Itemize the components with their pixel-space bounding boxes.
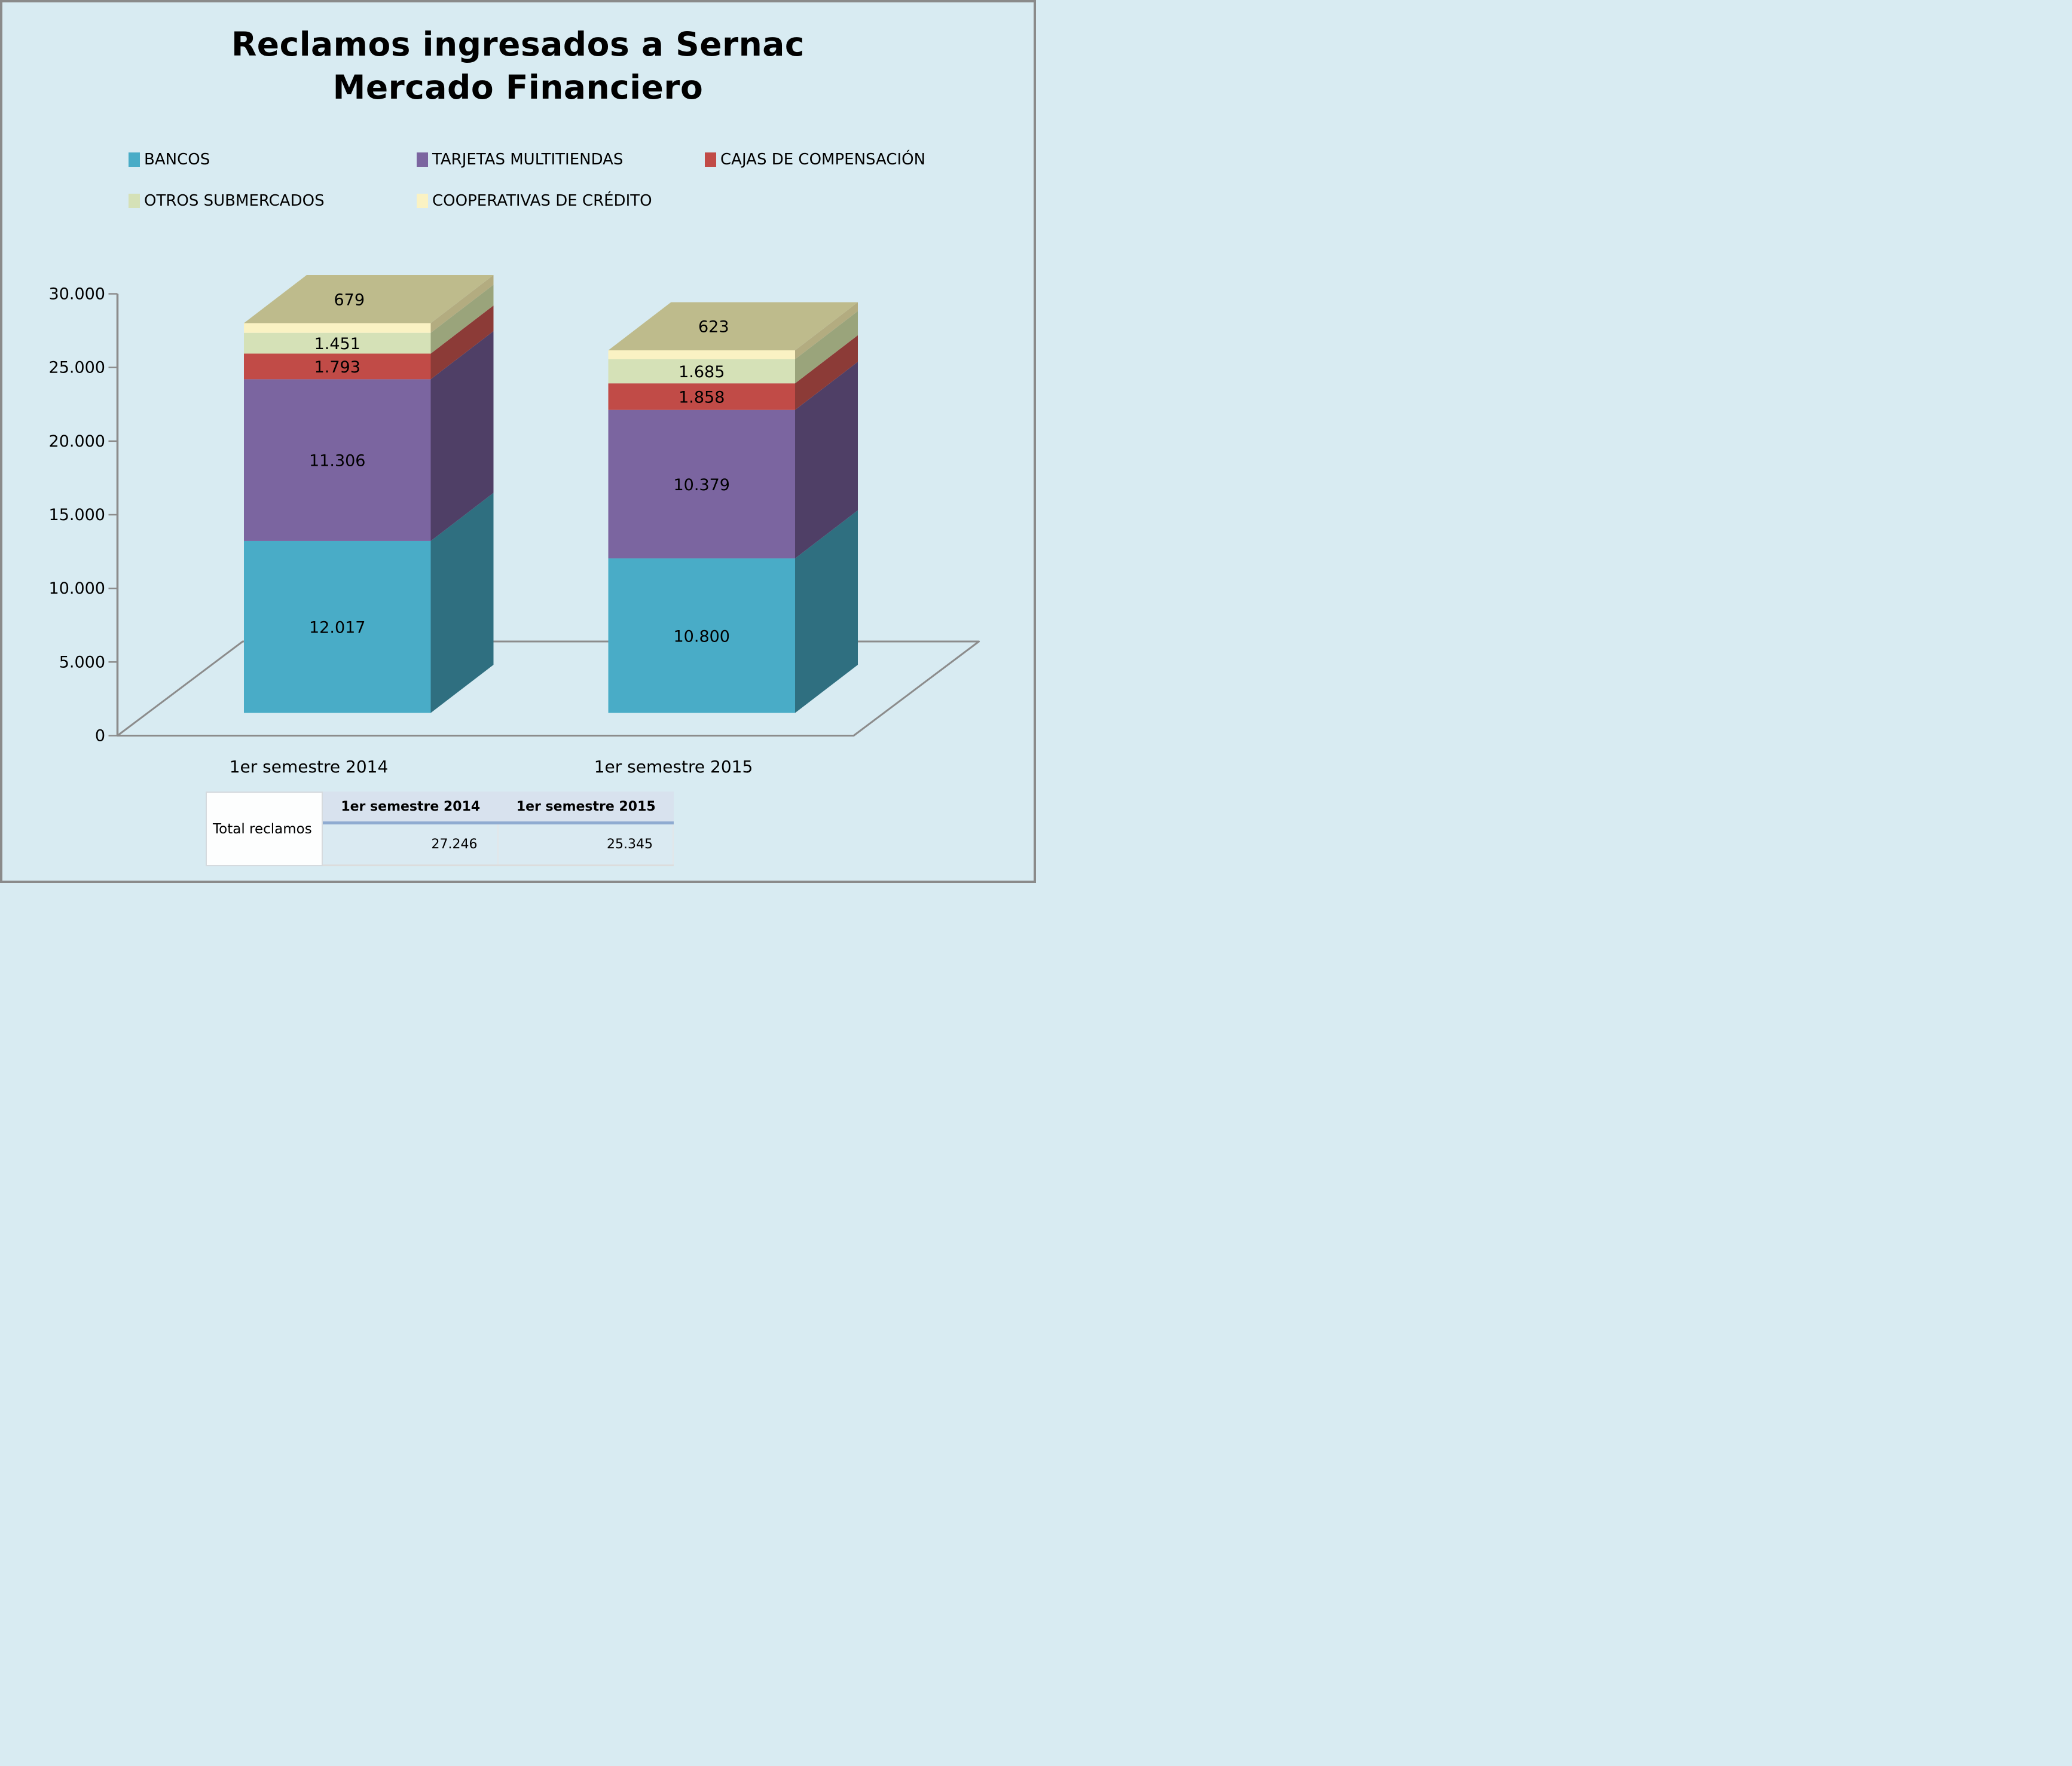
bar-segment-side (795, 302, 858, 359)
bar-segment-side (795, 335, 858, 410)
bar-segment (244, 540, 431, 713)
bar-segment-side (430, 285, 494, 354)
y-axis-label: 5.000 (59, 653, 105, 671)
legend-row: OTROS SUBMERCADOS COOPERATIVAS DE CRÉDITO (129, 180, 1025, 221)
totals-table: Total reclamos 1er semestre 2014 1er sem… (206, 792, 674, 866)
legend-item: OTROS SUBMERCADOS (129, 192, 417, 210)
bar-value-label: 10.379 (674, 476, 730, 494)
totals-row-label: Total reclamos (206, 792, 323, 866)
legend-label: CAJAS DE COMPENSACIÓN (720, 150, 926, 169)
totals-col-header-2015: 1er semestre 2015 (516, 799, 656, 814)
legend-item: CAJAS DE COMPENSACIÓN (705, 151, 993, 169)
page-title: Reclamos ingresados a Sernac Mercado Fin… (2, 23, 1034, 109)
legend-swatch-icon (129, 152, 140, 167)
y-axis-label: 30.000 (49, 285, 105, 304)
bar-segment-side (795, 311, 858, 384)
legend-swatch-icon (705, 152, 716, 167)
totals-value-2015: 25.345 (499, 824, 674, 864)
bar-segment (244, 379, 431, 541)
y-axis-label: 0 (95, 727, 105, 745)
totals-table-body: 1er semestre 2014 1er semestre 2015 27.2… (323, 792, 674, 866)
bar-segment-side (795, 362, 858, 559)
bar-top-face (244, 275, 494, 323)
title-line-1: Reclamos ingresados a Sernac (231, 25, 805, 63)
x-axis-category-label: 1er semestre 2015 (594, 757, 753, 777)
bar-value-label: 1.685 (679, 363, 725, 381)
bar-segment (244, 323, 431, 333)
bar-segment-side (430, 275, 494, 333)
chart-frame: Reclamos ingresados a Sernac Mercado Fin… (0, 0, 1036, 883)
bar-value-label: 10.800 (674, 627, 730, 646)
legend-label: OTROS SUBMERCADOS (144, 191, 325, 210)
bar-segment (608, 350, 795, 359)
legend-label: TARJETAS MULTITIENDAS (432, 150, 624, 169)
bar-value-label: 1.451 (314, 335, 360, 353)
bar-top-face (608, 302, 858, 350)
bar-segment-side (430, 493, 494, 713)
x-axis-category-label: 1er semestre 2014 (230, 757, 389, 777)
legend-item: COOPERATIVAS DE CRÉDITO (417, 192, 705, 210)
bar-segment (244, 353, 431, 380)
bar-segment (608, 410, 795, 559)
floor-plane (117, 640, 980, 737)
legend-item: BANCOS (129, 151, 417, 169)
y-axis-label: 25.000 (49, 359, 105, 377)
totals-values-row: 27.246 25.345 (323, 824, 674, 866)
bar-value-label: 1.793 (314, 358, 360, 377)
bar-segment-side (795, 510, 858, 713)
bar-value-label: 12.017 (309, 619, 365, 637)
legend: BANCOS TARJETAS MULTITIENDAS CAJAS DE COMP… (129, 139, 1025, 221)
stacked-bar-chart: 0 5.000 10.000 15.000 20.000 25.000 30.000 12.0… (49, 275, 980, 777)
legend-item: TARJETAS MULTITIENDAS (417, 151, 705, 169)
bar-segment-side (430, 331, 494, 541)
y-axis-label: 20.000 (49, 432, 105, 451)
legend-swatch-icon (129, 193, 140, 208)
bar-segment (608, 383, 795, 410)
totals-col-header-2014: 1er semestre 2014 (341, 799, 481, 814)
y-axis-label: 10.000 (49, 579, 105, 598)
bar-segment (608, 359, 795, 384)
legend-label: BANCOS (144, 150, 210, 169)
totals-header-row: 1er semestre 2014 1er semestre 2015 (323, 792, 674, 821)
bar-value-label: 11.306 (309, 452, 365, 470)
bar-value-label: 623 (698, 318, 729, 337)
bar-segment (244, 332, 431, 354)
totals-value-2014: 27.246 (323, 824, 499, 864)
legend-row: BANCOS TARJETAS MULTITIENDAS CAJAS DE COMP… (129, 139, 1025, 180)
bar-value-label: 1.858 (679, 388, 725, 407)
bar-value-label: 679 (334, 291, 365, 309)
bar-segment-side (430, 305, 494, 380)
totals-header-rule (323, 821, 674, 824)
legend-swatch-icon (417, 193, 428, 208)
legend-swatch-icon (417, 152, 428, 167)
title-line-2: Mercado Financiero (332, 68, 704, 106)
bar-segment (608, 558, 795, 713)
legend-label: COOPERATIVAS DE CRÉDITO (432, 191, 652, 210)
y-axis-label: 15.000 (49, 506, 105, 524)
